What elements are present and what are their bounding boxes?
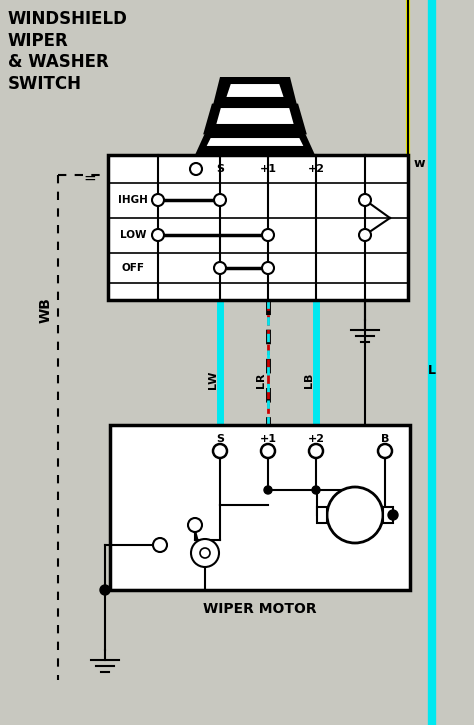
Circle shape [261, 444, 275, 458]
Circle shape [153, 538, 167, 552]
Circle shape [213, 444, 227, 458]
Circle shape [327, 487, 383, 543]
Text: +2: +2 [308, 434, 325, 444]
Circle shape [359, 229, 371, 241]
Bar [108, 155, 408, 300]
Circle shape [200, 548, 210, 558]
Text: LOW: LOW [120, 230, 146, 240]
Text: +1: +1 [259, 164, 276, 174]
Circle shape [191, 539, 219, 567]
Text: OFF: OFF [121, 263, 145, 273]
Polygon shape [215, 107, 295, 125]
Polygon shape [205, 137, 305, 147]
Text: S: S [216, 164, 224, 174]
Text: LB: LB [304, 373, 314, 388]
Text: WB: WB [39, 297, 53, 323]
Circle shape [262, 262, 274, 274]
Circle shape [264, 486, 272, 494]
Circle shape [262, 229, 274, 241]
Text: L: L [428, 363, 436, 376]
Text: WINDSHIELD
WIPER
& WASHER
SWITCH: WINDSHIELD WIPER & WASHER SWITCH [8, 10, 128, 93]
Circle shape [152, 229, 164, 241]
Text: =: = [83, 170, 96, 186]
Text: w: w [414, 157, 426, 170]
Text: +2: +2 [308, 164, 325, 174]
Text: S: S [216, 434, 224, 444]
Polygon shape [195, 133, 315, 155]
Polygon shape [205, 105, 305, 133]
Text: LR: LR [256, 372, 266, 388]
Circle shape [309, 444, 323, 458]
Text: B: B [381, 434, 389, 444]
Bar [383, 507, 393, 523]
Text: +1: +1 [259, 434, 276, 444]
Circle shape [100, 585, 110, 595]
Circle shape [152, 194, 164, 206]
Circle shape [378, 444, 392, 458]
Polygon shape [213, 77, 297, 105]
Polygon shape [225, 83, 285, 98]
Circle shape [214, 262, 226, 274]
Bar [317, 507, 327, 523]
Polygon shape [205, 105, 305, 133]
Circle shape [188, 518, 202, 532]
Circle shape [190, 163, 202, 175]
Text: IHGH: IHGH [118, 195, 148, 205]
Circle shape [214, 194, 226, 206]
Circle shape [359, 194, 371, 206]
Text: LW: LW [208, 370, 218, 389]
Circle shape [388, 510, 398, 520]
Circle shape [312, 486, 320, 494]
Text: WIPER MOTOR: WIPER MOTOR [203, 602, 317, 616]
Bar [110, 425, 410, 590]
